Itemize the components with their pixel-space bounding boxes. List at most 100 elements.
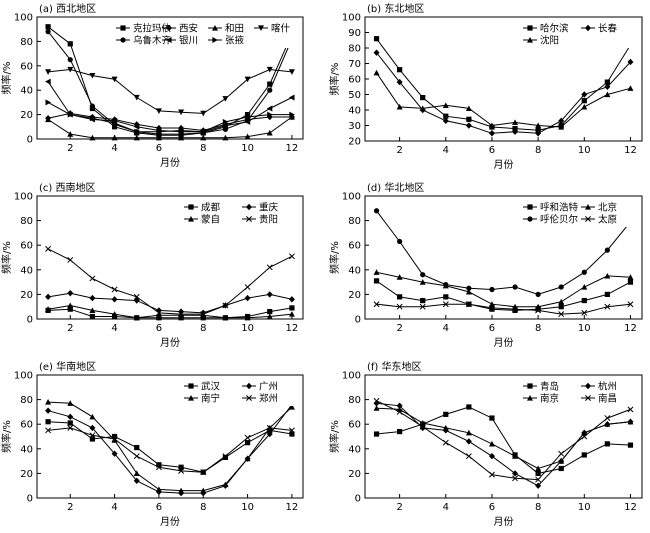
data-point [288, 69, 295, 75]
data-point [397, 67, 403, 73]
data-point [133, 94, 140, 101]
legend-entry: 北京 [598, 202, 617, 214]
series-line [376, 400, 631, 481]
y-tick-label: 60 [348, 75, 361, 86]
series-line [48, 401, 293, 492]
y-tick-label: 100 [342, 371, 361, 382]
y-tick-label: 50 [348, 90, 361, 101]
data-point [604, 291, 610, 297]
data-point [288, 403, 295, 410]
data-point [288, 94, 295, 101]
series-line [376, 52, 631, 134]
data-point [512, 470, 519, 477]
series-line [376, 303, 631, 315]
legend-entry: 呼和浩特 [540, 202, 579, 214]
data-point [465, 438, 472, 445]
y-tick-label: 40 [20, 444, 33, 455]
y-axis-label: 频率/% [0, 420, 13, 453]
data-point [604, 415, 611, 422]
data-point [67, 302, 74, 309]
legend-marker [527, 395, 533, 401]
data-point [178, 109, 185, 116]
chart-title: (a) 西北地区 [39, 2, 96, 15]
x-tick-label: 10 [241, 502, 254, 513]
data-point [512, 306, 518, 313]
series-line [48, 68, 292, 114]
legend-entry: 克拉玛依 [133, 23, 172, 35]
series-3 [45, 399, 295, 494]
data-point [627, 418, 634, 425]
x-tick-label: 12 [624, 323, 637, 334]
data-point [604, 83, 611, 90]
data-point [604, 303, 611, 310]
data-point [45, 399, 52, 405]
x-tick-label: 2 [396, 145, 402, 156]
legend-marker [527, 216, 533, 222]
data-point [558, 298, 565, 305]
data-point [373, 36, 380, 42]
data-point [89, 436, 96, 442]
legend-entry: 杭州 [598, 381, 617, 393]
data-point [489, 306, 495, 312]
data-point [155, 309, 162, 316]
series-4 [373, 397, 634, 483]
data-point [558, 304, 564, 310]
data-point [466, 285, 472, 291]
data-point [581, 91, 588, 98]
data-point [419, 423, 426, 430]
plot-frame [36, 16, 304, 140]
data-point [604, 441, 610, 447]
data-point [67, 420, 73, 426]
data-point [178, 311, 185, 318]
legend-entry: 呼伦贝尔 [540, 214, 579, 226]
legend-marker [585, 216, 591, 222]
data-point [558, 124, 565, 130]
legend-box [519, 20, 639, 48]
data-point [466, 404, 472, 410]
data-point [155, 312, 162, 318]
legend-marker [212, 25, 218, 31]
series-4 [45, 424, 295, 476]
legend-marker [246, 395, 252, 401]
data-point [178, 487, 185, 494]
data-point [67, 131, 74, 137]
data-point [442, 102, 449, 108]
x-tick-label: 4 [443, 145, 449, 156]
series-line [47, 404, 293, 494]
data-point [465, 453, 472, 460]
series-3 [373, 405, 634, 472]
data-point [489, 471, 495, 478]
x-tick-label: 6 [489, 502, 495, 513]
legend-entry: 银川 [179, 35, 198, 47]
legend-entry: 太原 [598, 214, 617, 226]
x-axis-label: 月份 [494, 516, 514, 528]
data-point [244, 133, 251, 140]
series-1 [45, 305, 295, 321]
data-point [267, 111, 273, 118]
legend-marker [527, 37, 533, 43]
legend-entry: 南昌 [598, 393, 617, 405]
y-tick-label: 80 [20, 216, 33, 227]
y-tick-label: 60 [348, 420, 361, 431]
data-point [604, 91, 611, 98]
legend-marker [188, 395, 194, 401]
chart-panel-5: (e) 华南地区 2 4 6 8 10 12 0 20 40 60 80 100 月份 频率/% 武汉 广州南宁… [0, 360, 304, 528]
legend-entry: 南宁 [201, 393, 220, 405]
series-line [48, 304, 292, 319]
data-point [156, 128, 162, 135]
data-point [627, 301, 634, 308]
data-point [45, 69, 52, 75]
series-2 [45, 401, 295, 497]
legend-marker [585, 395, 591, 401]
data-point [443, 294, 449, 300]
data-point [244, 440, 251, 446]
data-point [373, 278, 380, 284]
x-tick-label: 4 [111, 502, 117, 513]
data-point [133, 470, 140, 476]
y-tick-label: 40 [20, 86, 33, 97]
data-point [244, 294, 251, 302]
series-line [376, 271, 631, 308]
x-tick-label: 8 [535, 502, 541, 513]
data-point [244, 455, 251, 462]
